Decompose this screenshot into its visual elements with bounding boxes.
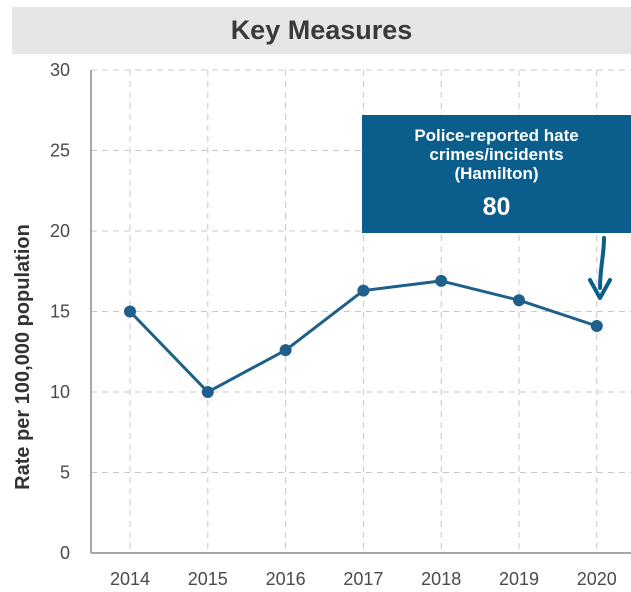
data-point [357,285,369,297]
x-tick-label: 2014 [110,569,150,589]
arrow-icon [590,238,610,298]
y-tick-label: 25 [50,141,70,161]
x-tick-label: 2015 [188,569,228,589]
data-point [280,344,292,356]
data-point [124,306,136,318]
y-tick-label: 0 [60,543,70,563]
y-tick-labels: 0 5 10 15 20 25 30 [50,60,70,563]
callout-value: 80 [483,193,511,222]
callout-label: Police-reported hate crimes/incidents (H… [397,126,597,183]
data-point [591,320,603,332]
arrow-shaft [600,238,604,288]
x-tick-label: 2019 [499,569,539,589]
y-tick-label: 5 [60,463,70,483]
callout-box: Police-reported hate crimes/incidents (H… [362,115,631,233]
data-point [513,294,525,306]
x-tick-label: 2017 [343,569,383,589]
x-tick-label: 2018 [421,569,461,589]
x-tick-label: 2016 [266,569,306,589]
y-tick-label: 10 [50,382,70,402]
y-tick-label: 15 [50,302,70,322]
y-axis-label: Rate per 100,000 population [12,224,34,490]
y-tick-label: 20 [50,221,70,241]
data-point [202,386,214,398]
y-tick-label: 30 [50,60,70,80]
x-tick-labels: 2014 2015 2016 2017 2018 2019 2020 [110,569,617,589]
x-tick-label: 2020 [577,569,617,589]
data-point [435,275,447,287]
